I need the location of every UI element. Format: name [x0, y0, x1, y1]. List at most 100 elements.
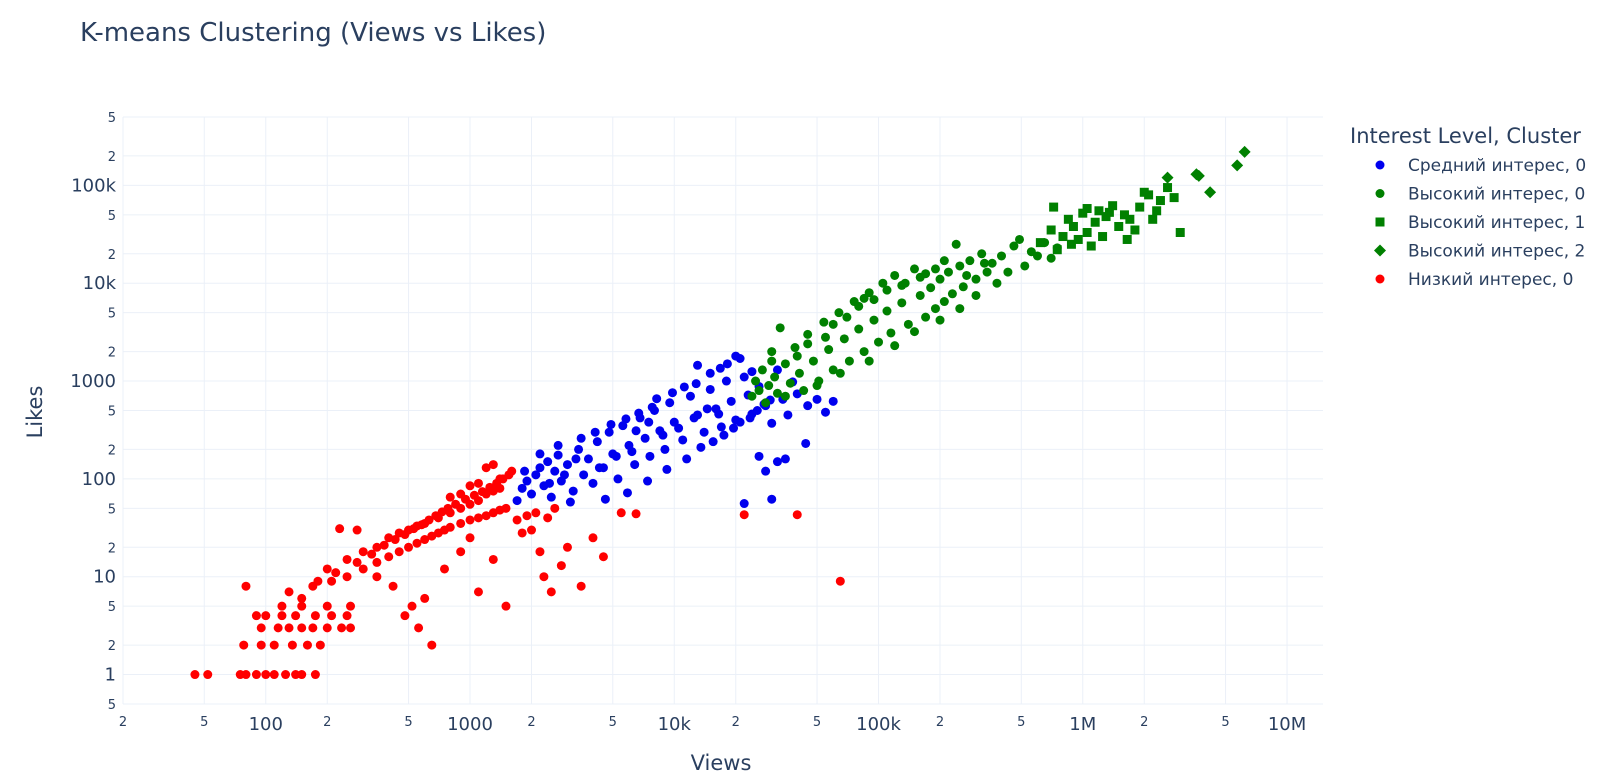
data-point [337, 623, 347, 633]
data-point [495, 474, 505, 484]
data-point [543, 513, 553, 523]
data-point [388, 581, 398, 591]
gridlines [122, 116, 1323, 705]
data-point [1130, 225, 1140, 235]
data-point [543, 457, 553, 467]
data-point [613, 474, 623, 484]
data-point [527, 489, 537, 499]
data-point [1082, 227, 1092, 237]
data-point [527, 525, 537, 535]
data-point [971, 274, 981, 284]
data-point [297, 670, 307, 680]
data-point [1094, 206, 1104, 216]
data-point [588, 478, 598, 488]
data-point [277, 601, 287, 611]
data-point [1063, 214, 1073, 224]
data-point [251, 670, 261, 680]
data-point [699, 427, 709, 437]
data-point [869, 295, 879, 305]
data-point [772, 457, 782, 467]
data-point [977, 249, 987, 259]
data-point [594, 463, 604, 473]
data-point [869, 315, 879, 325]
data-point [996, 251, 1006, 261]
data-point [273, 623, 283, 633]
data-point [803, 339, 813, 349]
data-point [745, 413, 755, 423]
data-point [812, 381, 822, 391]
data-point [556, 561, 566, 571]
data-point [645, 451, 655, 461]
data-point [465, 533, 475, 543]
data-point [761, 398, 771, 408]
data-point [390, 535, 400, 545]
data-point [420, 593, 430, 603]
data-point [203, 670, 213, 680]
data-point [731, 351, 741, 361]
data-point [550, 503, 560, 513]
y-tick-label: 10 [93, 567, 116, 588]
data-point [545, 478, 555, 488]
data-point [342, 611, 352, 621]
data-point [859, 347, 869, 357]
data-point [535, 449, 545, 459]
data-point [606, 419, 616, 429]
data-point [576, 581, 586, 591]
data-point [630, 460, 640, 470]
data-point [665, 398, 675, 408]
data-point [358, 547, 368, 557]
data-point [835, 368, 845, 378]
data-point [799, 386, 809, 396]
data-point [241, 670, 251, 680]
data-point [451, 499, 461, 509]
legend-marker [1375, 160, 1385, 170]
data-point [417, 520, 427, 530]
data-point [955, 261, 965, 271]
y-tick-label-minor: 2 [108, 248, 116, 263]
data-point [465, 515, 475, 525]
data-point [342, 572, 352, 582]
data-point [331, 568, 341, 578]
x-tick-label: 100k [856, 714, 901, 735]
data-point [256, 623, 266, 633]
data-point [647, 402, 657, 412]
data-point [1135, 202, 1145, 212]
data-point [767, 347, 777, 357]
data-point [590, 427, 600, 437]
data-point [939, 256, 949, 266]
data-point [562, 460, 572, 470]
data-point [616, 508, 626, 518]
data-point [251, 611, 261, 621]
data-point [790, 343, 800, 353]
data-point [780, 359, 790, 369]
y-tick-label: 10k [83, 273, 117, 294]
data-point [409, 524, 419, 534]
x-tick-label-minor: 2 [1140, 715, 1148, 730]
data-point [767, 418, 777, 428]
data-point [644, 417, 654, 427]
y-tick-label-minor: 2 [108, 541, 116, 556]
data-point [291, 611, 301, 621]
data-point [520, 466, 530, 476]
data-point [729, 423, 739, 433]
data-point [1163, 183, 1173, 193]
legend-title: Interest Level, Cluster [1350, 124, 1581, 148]
data-point [269, 640, 279, 650]
data-point [420, 535, 430, 545]
data-point [539, 572, 549, 582]
y-tick-label: 100k [71, 175, 116, 196]
data-point [522, 511, 532, 521]
data-point [571, 454, 581, 464]
data-point [342, 554, 352, 564]
x-tick-label-minor: 5 [1221, 715, 1229, 730]
x-tick-label-minor: 5 [404, 715, 412, 730]
data-point [803, 329, 813, 339]
data-point [531, 508, 541, 518]
data-point [682, 454, 692, 464]
data-point [658, 430, 668, 440]
data-point [414, 623, 424, 633]
data-point [346, 623, 356, 633]
data-point [1169, 193, 1179, 203]
chart-title: K-means Clustering (Views vs Likes) [80, 18, 546, 48]
x-tick-label-minor: 5 [200, 715, 208, 730]
